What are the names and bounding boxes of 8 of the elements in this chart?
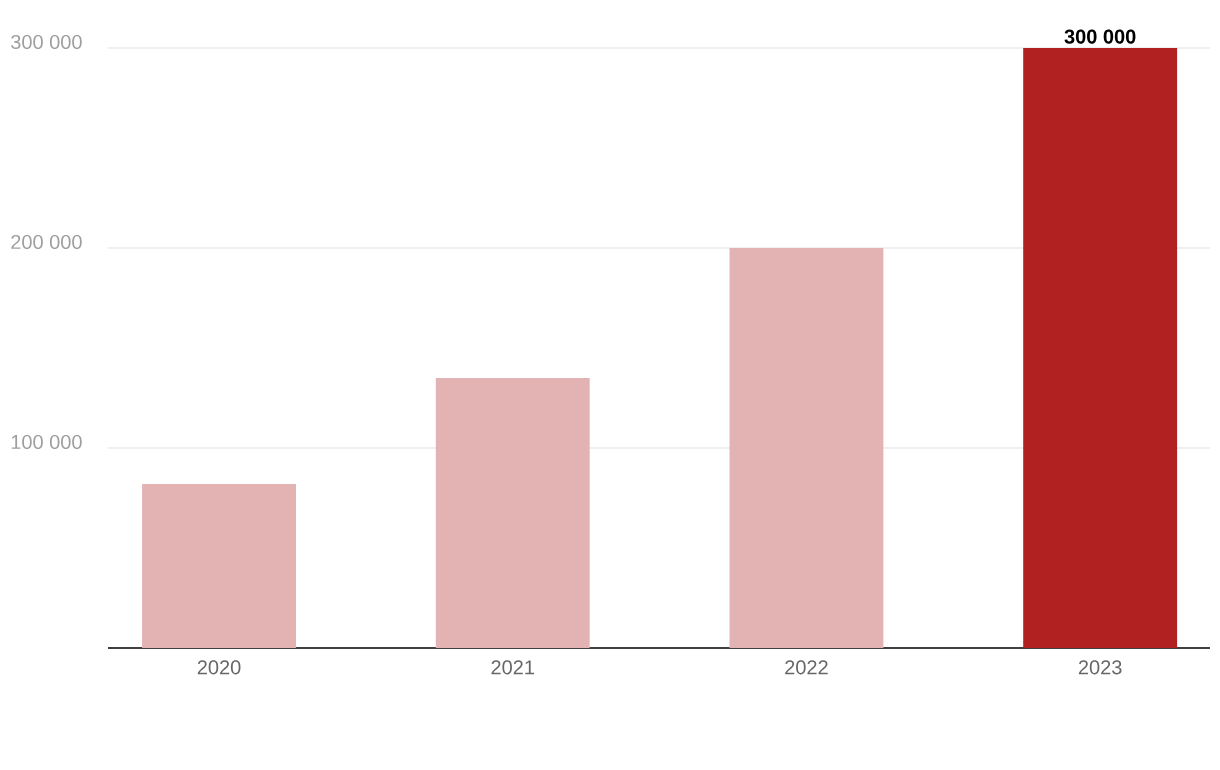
data-label: 300 000 bbox=[1064, 29, 1136, 44]
y-tick-label: 100 000 bbox=[11, 434, 82, 450]
x-tick-label: 2020 bbox=[197, 660, 241, 675]
x-tick-label: 2023 bbox=[1078, 660, 1122, 675]
x-tick-label: 2021 bbox=[491, 660, 534, 675]
y-tick-label: 200 000 bbox=[11, 234, 82, 250]
y-tick-label: 300 000 bbox=[11, 34, 82, 50]
x-tick-label: 2022 bbox=[785, 660, 828, 675]
